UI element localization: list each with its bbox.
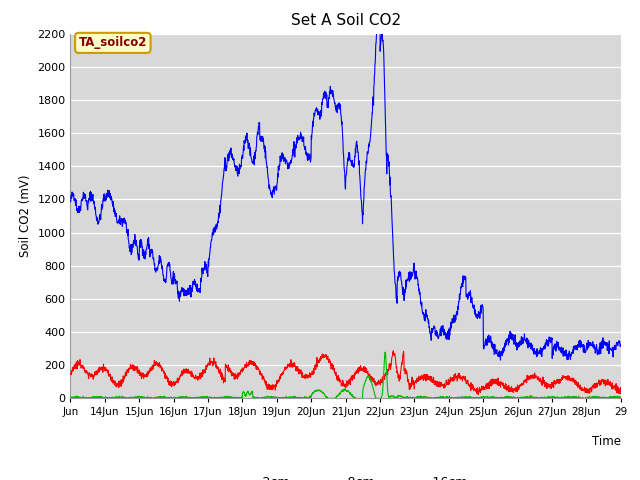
Title: Set A Soil CO2: Set A Soil CO2: [291, 13, 401, 28]
Legend: -2cm, -8cm, -16cm: -2cm, -8cm, -16cm: [218, 471, 473, 480]
Y-axis label: Soil CO2 (mV): Soil CO2 (mV): [19, 175, 32, 257]
Text: Time: Time: [592, 435, 621, 448]
Text: TA_soilco2: TA_soilco2: [79, 36, 147, 49]
